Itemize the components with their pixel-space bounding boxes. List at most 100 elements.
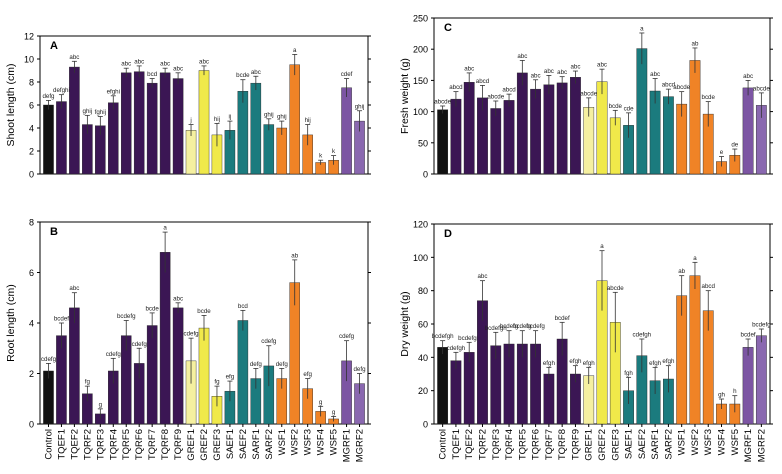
x-tick-label: WSF4 bbox=[316, 429, 327, 455]
x-tick-label: WSF3 bbox=[303, 429, 314, 455]
x-tick-label: WSF3 bbox=[703, 429, 714, 455]
significance-letter: fg bbox=[214, 379, 220, 386]
y-tick-label: 6 bbox=[29, 101, 34, 111]
significance-letter: bcde bbox=[702, 94, 716, 101]
significance-letter: abc bbox=[544, 68, 554, 75]
bar bbox=[289, 64, 300, 175]
y-axis-label: Dry weight (g) bbox=[399, 291, 411, 356]
bar bbox=[172, 78, 184, 175]
bar bbox=[663, 96, 674, 175]
bar bbox=[133, 71, 145, 175]
significance-letter: ab bbox=[291, 252, 298, 259]
bar bbox=[463, 352, 475, 425]
significance-letter: de bbox=[731, 142, 738, 149]
bar bbox=[185, 130, 197, 175]
significance-letter: abc bbox=[69, 285, 79, 292]
significance-letter: fghij bbox=[95, 109, 106, 116]
significance-letter: cdefg bbox=[261, 338, 277, 345]
y-axis-label: Shoot length (cm) bbox=[5, 64, 17, 147]
x-tick-label: SAEF2 bbox=[238, 429, 249, 459]
x-tick-label: TQRF7 bbox=[544, 429, 555, 460]
x-tick-label: TQRF5 bbox=[121, 429, 132, 460]
significance-letter: bcdefgh bbox=[432, 333, 455, 340]
bar bbox=[43, 104, 54, 175]
bar bbox=[503, 100, 515, 175]
significance-letter: ab bbox=[678, 268, 685, 275]
significance-letter: cdefg bbox=[41, 356, 57, 363]
y-tick-label: 0 bbox=[423, 170, 428, 180]
bar bbox=[56, 335, 67, 425]
significance-letter: abc bbox=[69, 54, 79, 61]
significance-letter: gh bbox=[718, 392, 725, 399]
significance-letter: ghij bbox=[355, 103, 365, 110]
significance-letter: a bbox=[693, 255, 697, 262]
bar bbox=[516, 72, 528, 175]
bar bbox=[463, 82, 475, 175]
x-tick-label: SARF1 bbox=[650, 429, 661, 460]
significance-letter: bcde bbox=[145, 305, 159, 312]
y-tick-label: 8 bbox=[29, 78, 34, 88]
significance-letter: k bbox=[332, 148, 336, 155]
significance-letter: k bbox=[319, 153, 323, 160]
y-tick-label: 80 bbox=[418, 286, 428, 296]
significance-letter: abc bbox=[464, 65, 474, 72]
y-tick-label: 12 bbox=[24, 32, 34, 42]
bar bbox=[146, 82, 158, 175]
x-tick-label: WSF2 bbox=[690, 429, 701, 455]
y-tick-label: 0 bbox=[423, 420, 428, 430]
significance-letter: defghi bbox=[53, 87, 70, 94]
panel-letter: A bbox=[50, 40, 58, 52]
significance-letter: abc bbox=[570, 64, 580, 71]
x-tick-label: TQRF2 bbox=[82, 429, 93, 460]
significance-letter: e bbox=[720, 149, 724, 156]
bar bbox=[689, 275, 701, 425]
significance-letter: abcde bbox=[487, 93, 504, 100]
x-tick-label: TQRF9 bbox=[570, 429, 581, 460]
significance-letter: j bbox=[189, 117, 191, 124]
x-tick-label: GREF1 bbox=[584, 429, 595, 461]
significance-letter: g bbox=[99, 401, 103, 408]
significance-letter: defg bbox=[276, 361, 289, 368]
bar bbox=[689, 60, 701, 175]
y-tick-label: 100 bbox=[413, 107, 428, 117]
significance-letter: a bbox=[640, 25, 644, 32]
significance-letter: cdefg bbox=[339, 333, 355, 340]
y-tick-label: 10 bbox=[24, 55, 34, 65]
significance-letter: ij bbox=[229, 114, 232, 121]
significance-letter: bcde bbox=[609, 103, 623, 110]
significance-letter: defg bbox=[42, 93, 55, 100]
significance-letter: cdefgh bbox=[633, 332, 652, 339]
significance-letter: a bbox=[163, 225, 167, 232]
significance-letter: bcdefg bbox=[117, 313, 136, 320]
x-tick-label: MGRF1 bbox=[342, 429, 353, 462]
significance-letter: abc bbox=[517, 53, 527, 60]
significance-letter: abc bbox=[173, 65, 183, 72]
significance-letter: defg bbox=[353, 366, 366, 373]
bar bbox=[450, 360, 462, 425]
y-tick-label: 0 bbox=[29, 420, 34, 430]
significance-letter: abc bbox=[650, 71, 660, 78]
bar bbox=[237, 90, 249, 175]
x-tick-label: SARF2 bbox=[663, 429, 674, 460]
bar bbox=[543, 84, 555, 175]
y-tick-label: 60 bbox=[418, 320, 428, 330]
x-tick-label: TQRF3 bbox=[491, 429, 502, 460]
bar bbox=[742, 347, 754, 425]
x-tick-label: TQRF3 bbox=[95, 429, 106, 460]
significance-letter: g bbox=[319, 399, 323, 406]
significance-letter: abcd bbox=[476, 78, 490, 85]
panel-letter: D bbox=[444, 228, 452, 240]
y-tick-label: 4 bbox=[29, 124, 34, 134]
x-tick-label: WSF1 bbox=[677, 429, 688, 455]
significance-letter: abcde bbox=[434, 98, 451, 105]
bar bbox=[490, 108, 502, 175]
y-tick-label: 6 bbox=[29, 268, 34, 278]
y-tick-label: 200 bbox=[413, 45, 428, 55]
y-tick-label: 8 bbox=[29, 218, 34, 228]
significance-letter: abc bbox=[134, 58, 144, 65]
y-tick-label: 100 bbox=[413, 253, 428, 263]
significance-letter: bcd bbox=[238, 303, 249, 310]
x-tick-label: WSF5 bbox=[329, 429, 340, 455]
significance-letter: abc bbox=[743, 73, 753, 80]
significance-letter: efgh bbox=[662, 358, 675, 365]
